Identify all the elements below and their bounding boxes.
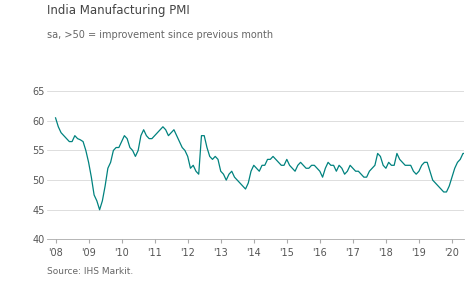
Text: sa, >50 = improvement since previous month: sa, >50 = improvement since previous mon… xyxy=(47,30,273,40)
Text: Source: IHS Markit.: Source: IHS Markit. xyxy=(47,267,133,276)
Text: India Manufacturing PMI: India Manufacturing PMI xyxy=(47,4,190,17)
